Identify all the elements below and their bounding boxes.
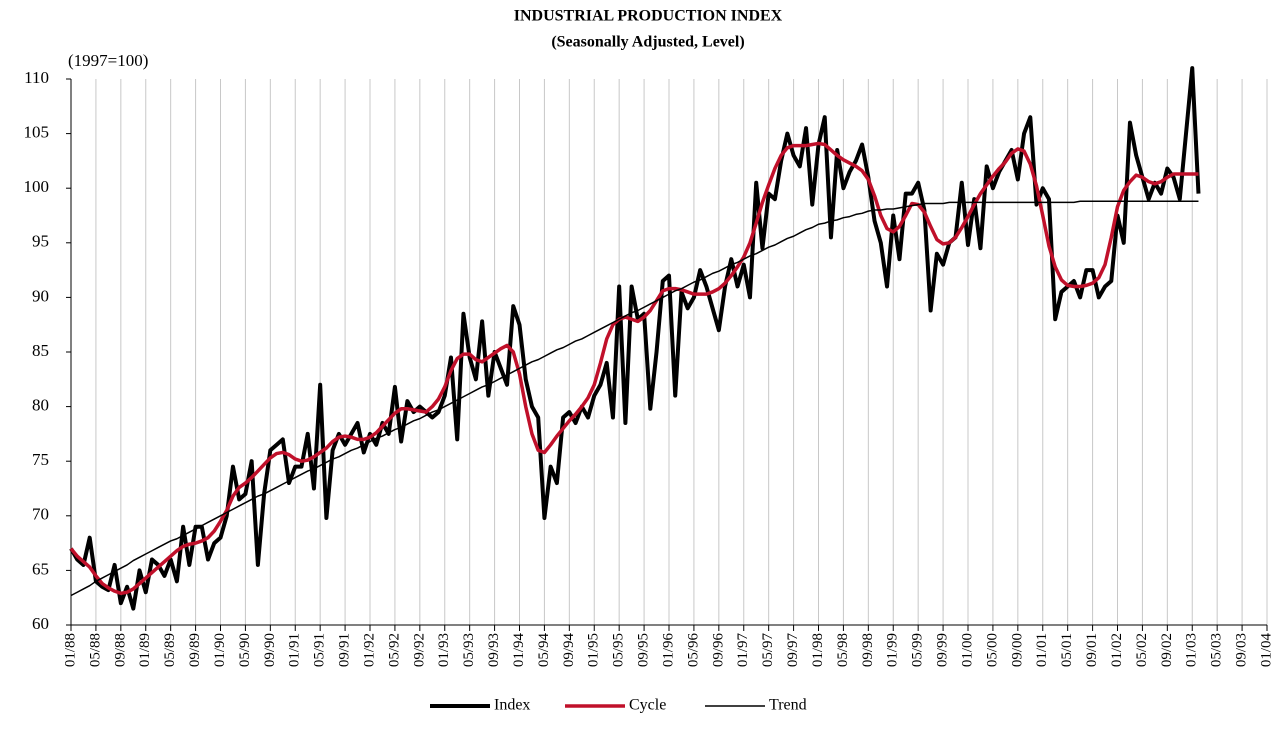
- y-tick-label: 110: [24, 68, 49, 87]
- x-tick-label: 05/00: [984, 633, 1000, 667]
- x-tick-label: 09/94: [561, 633, 577, 668]
- x-tick-label: 09/96: [710, 633, 726, 668]
- y-tick-label: 85: [32, 341, 49, 360]
- x-tick-label: 09/97: [785, 633, 801, 668]
- x-tick-label: 05/95: [611, 633, 627, 667]
- x-tick-label: 09/95: [636, 633, 652, 667]
- y-tick-label: 70: [32, 505, 49, 524]
- x-tick-label: 01/93: [436, 633, 452, 667]
- x-tick-label: 01/91: [287, 633, 303, 667]
- x-tick-label: 01/00: [959, 633, 975, 667]
- x-tick-label: 01/99: [885, 633, 901, 667]
- x-tick-label: 09/99: [935, 633, 951, 667]
- legend-label: Index: [494, 697, 530, 714]
- x-tick-label: 05/99: [910, 633, 926, 667]
- x-tick-label: 01/01: [1034, 633, 1050, 667]
- chart-subtitle: (Seasonally Adjusted, Level): [551, 34, 744, 51]
- x-tick-label: 09/90: [262, 633, 278, 667]
- x-tick-label: 05/93: [461, 633, 477, 667]
- series-line: [69, 66, 1201, 611]
- x-tick-label: 01/89: [137, 633, 153, 667]
- x-tick-label: 09/01: [1084, 633, 1100, 667]
- x-tick-label: 09/00: [1009, 633, 1025, 667]
- y-tick-label: 75: [32, 450, 49, 469]
- x-tick-label: 01/97: [735, 633, 751, 668]
- y-axis-label: (1997=100): [68, 51, 148, 70]
- x-tick-label: 05/02: [1134, 633, 1150, 667]
- x-tick-label: 05/90: [237, 633, 253, 667]
- x-tick-label: 05/96: [685, 633, 701, 668]
- y-tick-label: 105: [24, 123, 50, 142]
- y-tick-label: 65: [32, 559, 49, 578]
- x-tick-label: 05/91: [312, 633, 328, 667]
- legend-label: Cycle: [629, 697, 666, 714]
- x-tick-label: 09/03: [1234, 633, 1250, 667]
- chart-title: INDUSTRIAL PRODUCTION INDEX: [514, 8, 783, 25]
- series-line: [70, 200, 1199, 597]
- y-tick-label: 90: [32, 286, 49, 305]
- x-tick-label: 09/88: [112, 633, 128, 667]
- x-tick-label: 01/90: [212, 633, 228, 667]
- x-tick-label: 05/97: [760, 633, 776, 668]
- x-tick-label: 09/93: [486, 633, 502, 667]
- legend-label: Trend: [769, 697, 807, 714]
- x-tick-label: 01/03: [1184, 633, 1200, 667]
- x-tick-label: 05/03: [1209, 633, 1225, 667]
- y-tick-label: 60: [32, 614, 49, 633]
- x-tick-label: 09/91: [337, 633, 353, 667]
- x-tick-label: 05/88: [87, 633, 103, 667]
- series-line: [69, 141, 1199, 596]
- y-tick-label: 95: [32, 232, 49, 251]
- x-tick-label: 01/96: [660, 633, 676, 668]
- x-tick-label: 01/95: [586, 633, 602, 667]
- x-tick-label: 09/02: [1159, 633, 1175, 667]
- x-tick-label: 05/94: [536, 633, 552, 668]
- x-tick-label: 01/02: [1109, 633, 1125, 667]
- y-tick-label: 80: [32, 396, 49, 415]
- x-tick-label: 09/98: [860, 633, 876, 667]
- x-tick-label: 01/04: [1258, 633, 1274, 668]
- y-tick-label: 100: [24, 177, 50, 196]
- x-tick-label: 01/88: [62, 633, 78, 667]
- x-tick-label: 05/01: [1059, 633, 1075, 667]
- x-tick-label: 05/92: [386, 633, 402, 667]
- x-tick-label: 09/92: [411, 633, 427, 667]
- x-tick-label: 05/98: [835, 633, 851, 667]
- x-tick-label: 01/94: [511, 633, 527, 668]
- x-tick-label: 01/98: [810, 633, 826, 667]
- x-tick-label: 01/92: [361, 633, 377, 667]
- x-tick-label: 09/89: [187, 633, 203, 667]
- x-tick-label: 05/89: [162, 633, 178, 667]
